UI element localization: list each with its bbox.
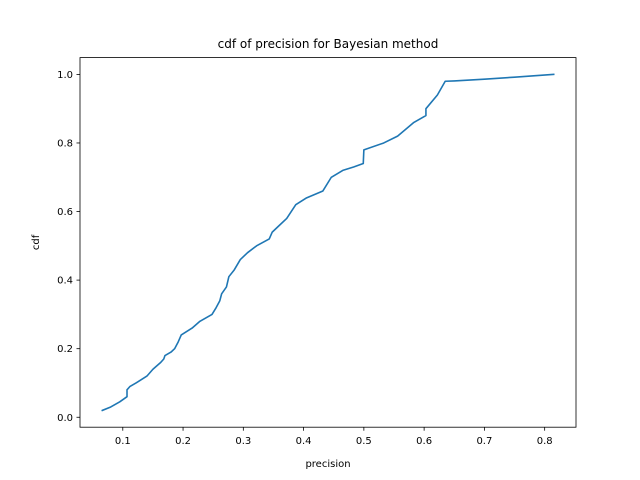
x-axis-label: precision [305,459,350,470]
y-tick-label: 0.2 [57,344,73,355]
x-tick-label: 0.6 [416,436,432,447]
y-axis: 0.0 0.2 0.4 0.6 0.8 1.0 [57,70,80,424]
chart-title: cdf of precision for Bayesian method [218,37,439,51]
x-tick-label: 0.7 [476,436,492,447]
x-tick-label: 0.4 [296,436,312,447]
y-axis-label: cdf [31,234,42,250]
y-tick-label: 0.4 [57,276,73,287]
x-tick-label: 0.3 [235,436,251,447]
y-tick-label: 0.6 [57,207,73,218]
series-line [101,73,555,412]
y-tick-label: 1.0 [57,70,73,81]
x-tick-label: 0.8 [537,436,553,447]
plot-frame [79,57,577,428]
x-tick-label: 0.1 [115,436,131,447]
plot-area [101,73,555,412]
y-tick-label: 0.0 [57,413,73,424]
y-tick-label: 0.8 [57,138,73,149]
x-axis: 0.1 0.2 0.3 0.4 0.5 0.6 0.7 0.8 [115,427,553,447]
x-tick-label: 0.2 [175,436,191,447]
x-tick-label: 0.5 [356,436,372,447]
